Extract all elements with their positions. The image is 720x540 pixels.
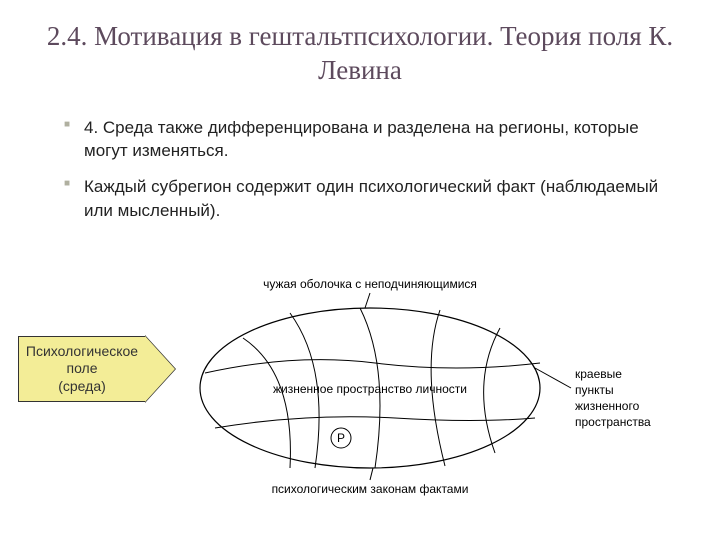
diagram-label-right: пространства [575, 415, 651, 429]
callout-text: Психологическое поле (среда) [26, 343, 138, 396]
callout-line: поле [66, 360, 97, 376]
diagram-label-right: краевые [575, 367, 622, 381]
slide: 2.4. Мотивация в гештальтпсихологии. Тео… [0, 0, 720, 540]
callout-line: (среда) [58, 378, 106, 394]
bullet-list: 4. Среда также дифференцирована и раздел… [40, 116, 680, 223]
bullet-item: 4. Среда также дифференцирована и раздел… [68, 116, 680, 164]
callout-arrow-head [145, 336, 175, 402]
callout-line: Психологическое [26, 343, 138, 359]
callout-arrow-shape: Психологическое поле (среда) [18, 336, 178, 402]
diagram-area: Психологическое поле (среда) P чуж [0, 260, 720, 520]
bullet-item: Каждый субрегион содержит один психологи… [68, 175, 680, 223]
diagram-label-bottom: психологическим законам фактами [272, 482, 469, 496]
diagram-label-mid: жизненное пространство личности [273, 382, 467, 396]
life-space-diagram: P чужая оболочка с неподчиняющимися жизн… [195, 268, 675, 508]
slide-title: 2.4. Мотивация в гештальтпсихологии. Тео… [40, 20, 680, 88]
diagram-label-right: пункты [575, 383, 614, 397]
p-letter: P [337, 431, 345, 445]
diagram-label-right: жизненного [575, 399, 640, 413]
diagram-label-top: чужая оболочка с неподчиняющимися [263, 277, 477, 291]
pointer-line [365, 293, 370, 308]
pointer-line [370, 468, 373, 480]
callout-box: Психологическое поле (среда) [18, 336, 146, 402]
